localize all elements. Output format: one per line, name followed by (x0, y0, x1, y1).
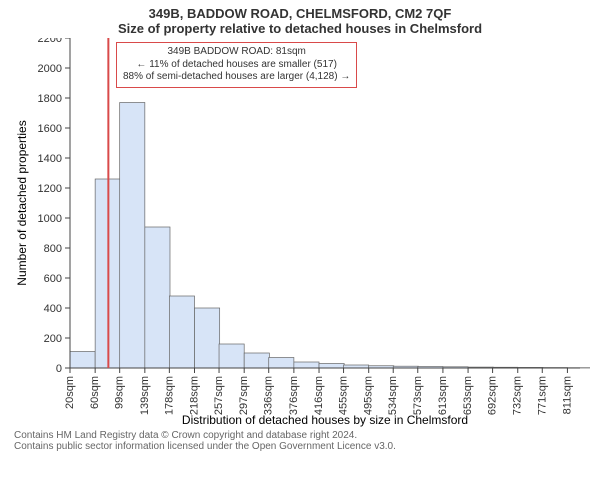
x-tick-label: 495sqm (363, 376, 375, 415)
y-tick-label: 2200 (38, 38, 62, 45)
y-tick-label: 1000 (38, 213, 62, 225)
y-tick-label: 200 (44, 333, 62, 345)
histogram-bar (169, 296, 194, 368)
histogram-bar (319, 364, 344, 369)
y-tick-label: 1600 (38, 123, 62, 135)
x-tick-label: 376sqm (288, 376, 300, 415)
x-tick-label: 455sqm (338, 376, 350, 415)
y-tick-label: 1400 (38, 153, 62, 165)
x-tick-label: 653sqm (462, 376, 474, 415)
y-tick-label: 1200 (38, 183, 62, 195)
x-tick-label: 573sqm (412, 376, 424, 415)
histogram-bar (195, 308, 220, 368)
annotation-line-2: ← 11% of detached houses are smaller (51… (123, 59, 350, 72)
x-tick-label: 534sqm (387, 376, 399, 415)
histogram-bar (244, 353, 269, 368)
y-tick-label: 600 (44, 273, 62, 285)
annotation-line-3: 88% of semi-detached houses are larger (… (123, 71, 350, 84)
x-tick-label: 257sqm (213, 376, 225, 415)
y-tick-label: 400 (44, 303, 62, 315)
x-tick-label: 771sqm (536, 376, 548, 415)
x-tick-label: 20sqm (64, 376, 76, 409)
y-tick-label: 2000 (38, 63, 62, 75)
annotation-line-1: 349B BADDOW ROAD: 81sqm (123, 46, 350, 59)
caption-line-1: Contains HM Land Registry data © Crown c… (14, 430, 600, 441)
plot-area: 0 200 400 600 800 1000 1200 1400 1600 1800 2000 220… (10, 38, 600, 428)
x-tick-label: 811sqm (561, 376, 573, 414)
x-tick-label: 139sqm (139, 376, 151, 415)
histogram-bar (219, 344, 244, 368)
histogram-bar (145, 227, 170, 368)
y-axis-label: Number of detached properties (15, 120, 29, 285)
x-tick-label: 99sqm (114, 376, 126, 409)
y-tick-label: 800 (44, 243, 62, 255)
caption-line-2: Contains public sector information licen… (14, 441, 600, 452)
x-tick-label: 613sqm (437, 376, 449, 415)
histogram-chart: 0 200 400 600 800 1000 1200 1400 1600 1800 2000 220… (10, 38, 590, 428)
y-tick-label: 1800 (38, 93, 62, 105)
histogram-bar (269, 358, 294, 369)
title-line-2: Size of property relative to detached ho… (0, 21, 600, 38)
x-axis-label: Distribution of detached houses by size … (182, 413, 468, 427)
x-tick-label: 692sqm (487, 376, 499, 415)
x-tick-label: 178sqm (163, 376, 175, 415)
x-tick-label: 60sqm (89, 376, 101, 409)
x-tick-label: 416sqm (313, 376, 325, 415)
histogram-bar (70, 352, 95, 369)
x-tick-label: 732sqm (512, 376, 524, 415)
x-tick-label: 218sqm (189, 376, 201, 415)
x-tick-label: 336sqm (263, 376, 275, 415)
x-tick-label: 297sqm (238, 376, 250, 415)
histogram-bar (120, 103, 145, 369)
histogram-bar (294, 362, 319, 368)
y-tick-label: 0 (56, 363, 62, 375)
annotation-box: 349B BADDOW ROAD: 81sqm ← 11% of detache… (116, 42, 357, 88)
title-line-1: 349B, BADDOW ROAD, CHELMSFORD, CM2 7QF (0, 0, 600, 21)
